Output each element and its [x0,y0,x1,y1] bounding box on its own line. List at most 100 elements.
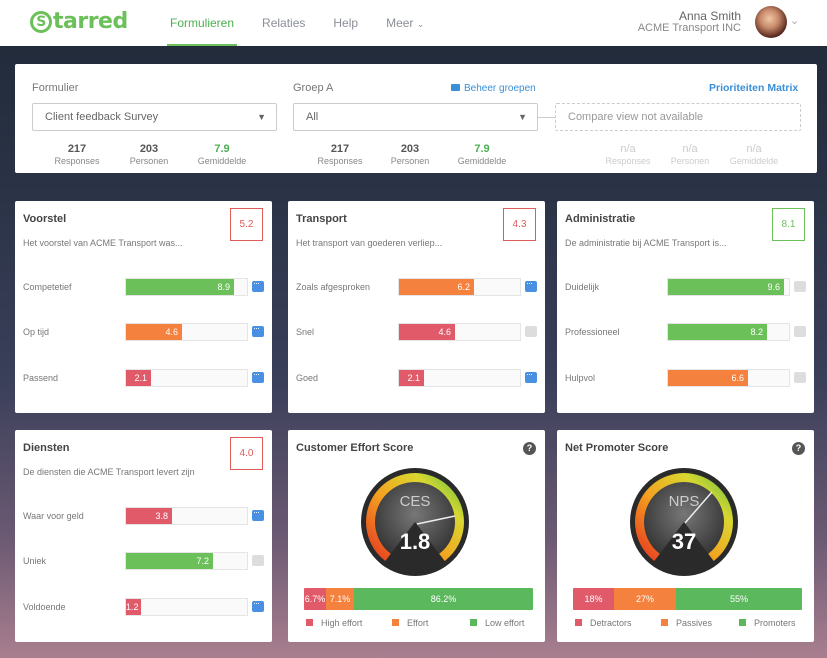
comment-icon[interactable] [252,323,264,337]
user-company: ACME Transport INC [637,22,741,34]
score-bar-track: 1.2 [125,598,248,616]
stat-value: 203 [400,143,420,155]
help-icon[interactable]: ? [792,442,805,455]
caret-down-icon: ▼ [257,112,266,122]
comment-icon[interactable] [252,598,264,612]
avatar[interactable] [755,6,787,38]
comment-icon [794,326,806,337]
chevron-down-icon: ⌄ [416,19,425,29]
legend-label: High effort [321,618,363,628]
question-row[interactable]: Duidelijk 9.6 [557,278,814,296]
stat-label: Gemiddelde [729,156,779,166]
form-select-value: Client feedback Survey [45,111,159,123]
legend-high-effort: High effort [306,618,362,628]
nps-value: 37 [672,529,696,554]
distribution-segment: 6.7% [304,588,326,610]
question-label: Zoals afgesproken [296,282,371,292]
score-badge: 5.2 [230,208,263,241]
stat-value: n/a [746,143,762,155]
stat-label: Gemiddelde [457,156,507,166]
stat-value: 217 [330,143,350,155]
stat-value: n/a [682,143,698,155]
filter-card: Formulier Client feedback Survey ▼ 217 Res… [15,64,817,173]
score-bar-track: 8.9 [125,278,248,296]
stat-personen: 203 Personen [375,143,445,166]
score-bar: 6.6 [668,370,748,386]
stat-value: 203 [139,143,159,155]
user-name: Anna Smith [678,9,741,23]
score-bar-track: 2.1 [398,369,521,387]
folder-icon [451,84,460,91]
comment-icon[interactable] [525,278,537,292]
stat-label: Responses [317,156,363,166]
menu-formulieren[interactable]: Formulieren [167,0,238,46]
ces-distribution-bar: 6.7% 7.1% 86.2% [304,588,533,610]
stat-value: 217 [67,143,87,155]
panel-title: Diensten [23,442,70,454]
manage-groups-label: Beheer groepen [464,83,536,94]
comment-icon[interactable] [252,278,264,292]
question-row[interactable]: Competetief 8.9 [15,278,272,296]
legend-promoters: Promoters [739,618,796,628]
stat-label: Personen [129,156,169,166]
group-select[interactable]: All ▼ [293,103,538,131]
question-label: Snel [296,327,315,337]
score-badge: 4.3 [503,208,536,241]
ces-value: 1.8 [400,529,431,554]
question-row[interactable]: Goed 2.1 [288,369,545,387]
menu-help[interactable]: Help [333,16,359,30]
score-bar: 1.2 [126,599,141,615]
legend-label: Effort [407,618,429,628]
question-row[interactable]: Zoals afgesproken 6.2 [288,278,545,296]
menu-meer[interactable]: Meer ⌄ [383,0,427,46]
chevron-down-icon[interactable]: ⌄ [790,15,800,27]
help-icon[interactable]: ? [523,442,536,455]
nps-gauge: NPS 37 [630,468,738,576]
manage-groups-link[interactable]: Beheer groepen [451,83,536,94]
menu-relaties[interactable]: Relaties [262,16,306,30]
score-bar-track: 6.2 [398,278,521,296]
comment-icon[interactable] [525,369,537,383]
compare-connector [538,117,555,118]
question-label: Voldoende [23,602,66,612]
form-select[interactable]: Client feedback Survey ▼ [32,103,277,131]
distribution-segment: 7.1% [326,588,354,610]
score-badge: 8.1 [772,208,805,241]
question-row[interactable]: Voldoende 1.2 [15,598,272,616]
score-bar: 8.2 [668,324,767,340]
question-label: Competetief [23,282,72,292]
comment-icon [252,555,264,566]
stat-responses: 217 Responses [305,143,375,166]
comment-icon[interactable] [252,507,264,521]
question-row[interactable]: Op tijd 4.6 [15,323,272,341]
question-row[interactable]: Snel 4.6 [288,323,545,341]
question-label: Hulpvol [565,373,596,383]
legend-label: Passives [676,618,713,628]
user-info[interactable]: Anna Smith ACME Transport INC [638,10,741,34]
priority-matrix-link[interactable]: Prioriteiten Matrix [709,82,799,94]
panel-subtitle: Het transport van goederen verliep... [296,238,443,248]
question-row[interactable]: Passend 2.1 [15,369,272,387]
stat-responses: n/a Responses [593,143,663,166]
nps-distribution-bar: 18% 27% 55% [573,588,802,610]
group-label: Groep A [293,82,334,94]
question-row[interactable]: Professioneel 8.2 [557,323,814,341]
score-bar: 3.8 [126,508,172,524]
comment-icon [794,281,806,292]
comment-icon [794,372,806,383]
panel-voorstel: Voorstel Het voorstel van ACME Transport … [15,201,272,413]
panel-subtitle: De diensten die ACME Transport levert zi… [23,467,195,477]
comment-icon[interactable] [252,369,264,383]
panel-administratie: Administratie De administratie bij ACME T… [557,201,814,413]
score-bar: 9.6 [668,279,784,295]
question-row[interactable]: Waar voor geld 3.8 [15,507,272,525]
stat-label: Responses [605,156,651,166]
legend-effort: Effort [392,618,428,628]
menu-meer-label: Meer [386,16,414,30]
panel-subtitle: De administratie bij ACME Transport is..… [565,238,727,248]
question-row[interactable]: Uniek 7.2 [15,552,272,570]
question-row[interactable]: Hulpvol 6.6 [557,369,814,387]
score-bar-track: 6.6 [667,369,790,387]
